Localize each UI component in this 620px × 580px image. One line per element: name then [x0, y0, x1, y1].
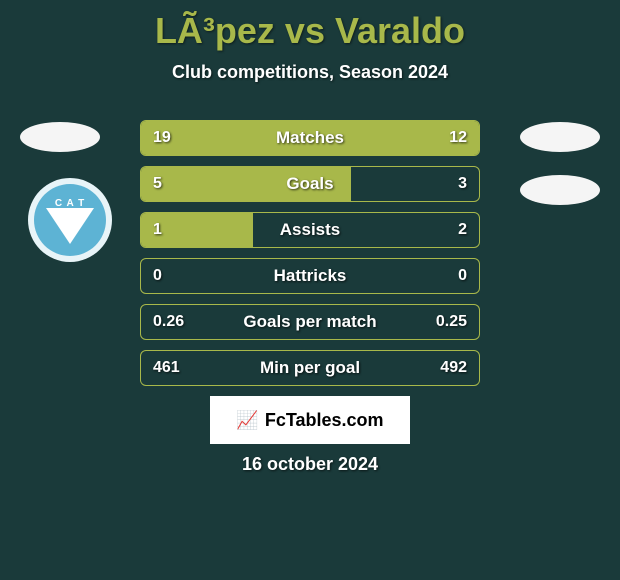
stat-value-left: 461 [153, 359, 180, 377]
stat-row: 0.26 Goals per match 0.25 [140, 304, 480, 340]
player-badge-right-1 [520, 122, 600, 152]
stat-value-left: 0 [153, 267, 162, 285]
footer-site-text: FcTables.com [265, 410, 384, 431]
stat-row: 19 Matches 12 [140, 120, 480, 156]
stat-value-right: 0.25 [436, 313, 467, 331]
footer-badge[interactable]: 📈 FcTables.com [210, 396, 410, 444]
team-logo-chevron [46, 208, 94, 244]
stat-label: Matches [276, 128, 344, 148]
player-badge-left [20, 122, 100, 152]
stat-value-left: 5 [153, 175, 162, 193]
stat-row: 1 Assists 2 [140, 212, 480, 248]
stat-value-right: 0 [458, 267, 467, 285]
subtitle: Club competitions, Season 2024 [0, 62, 620, 83]
stat-value-left: 19 [153, 129, 171, 147]
stat-label: Min per goal [260, 358, 360, 378]
stat-label: Goals per match [243, 312, 376, 332]
stat-value-right: 12 [449, 129, 467, 147]
player-badge-right-2 [520, 175, 600, 205]
stat-label: Goals [286, 174, 333, 194]
stat-value-right: 2 [458, 221, 467, 239]
stat-value-left: 0.26 [153, 313, 184, 331]
team-logo-shield: C A T [34, 184, 106, 256]
stat-label: Hattricks [274, 266, 347, 286]
stat-label: Assists [280, 220, 340, 240]
stats-container: 19 Matches 12 5 Goals 3 1 Assists 2 0 Hattricks 0 0.… [140, 120, 480, 396]
date-text: 16 october 2024 [242, 454, 378, 475]
chart-icon: 📈 [236, 410, 258, 431]
stat-value-right: 3 [458, 175, 467, 193]
team-logo-text: C A T [55, 198, 85, 209]
stat-value-left: 1 [153, 221, 162, 239]
stat-row: 461 Min per goal 492 [140, 350, 480, 386]
stat-value-right: 492 [440, 359, 467, 377]
stat-row: 5 Goals 3 [140, 166, 480, 202]
team-logo: C A T [28, 178, 112, 262]
stat-row: 0 Hattricks 0 [140, 258, 480, 294]
page-title: LÃ³pez vs Varaldo [0, 0, 620, 52]
